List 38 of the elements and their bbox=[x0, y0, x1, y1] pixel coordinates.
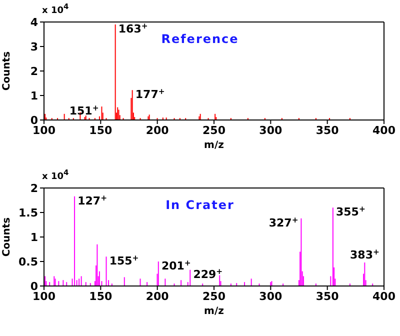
x-tick-label: 400 bbox=[372, 290, 396, 303]
y-axis-title: Counts bbox=[2, 217, 13, 257]
x-tick-label: 250 bbox=[202, 124, 226, 137]
annotation: 383$^{+}$ bbox=[350, 246, 380, 262]
x-tick-label: 200 bbox=[146, 124, 170, 137]
x-axis-title: m/z bbox=[204, 306, 224, 317]
y-tick-label: 1.5 bbox=[18, 206, 38, 220]
x-tick-label: 400 bbox=[372, 124, 396, 137]
y-tick-label: 1 bbox=[30, 230, 38, 244]
text: In Crater bbox=[166, 198, 234, 212]
annotation: 229$^{+}$ bbox=[193, 266, 223, 281]
x-axis-title: m/z bbox=[204, 140, 224, 151]
annotation: 151$^{+}$ bbox=[69, 103, 99, 118]
annotation: 163$^{+}$ bbox=[118, 20, 148, 36]
annotation: 127$^{+}$ bbox=[78, 192, 108, 208]
x-tick-label: 300 bbox=[259, 124, 282, 137]
annotation: 327$^{+}$ bbox=[268, 214, 298, 230]
y-tick-label: 4 bbox=[30, 16, 38, 29]
y-tick-label: 0.5 bbox=[18, 255, 38, 268]
x-tick-label: 200 bbox=[146, 290, 170, 303]
y-tick-label: 1 bbox=[30, 89, 38, 102]
y-axis-title: Counts bbox=[2, 51, 13, 91]
y-tick-label: 2 bbox=[30, 182, 38, 195]
x-tick-label: 150 bbox=[89, 290, 112, 303]
x-tick-label: 350 bbox=[316, 124, 340, 137]
text: Reference bbox=[161, 32, 239, 46]
x-tick-label: 250 bbox=[202, 290, 226, 303]
x-tick-label: 300 bbox=[259, 290, 282, 303]
y-tick-label: 3 bbox=[30, 40, 38, 54]
annotation: 201$^{+}$ bbox=[161, 258, 191, 272]
text: x 10$^{4}$ bbox=[42, 168, 69, 182]
x-tick-label: 350 bbox=[316, 290, 340, 303]
annotation: 155$^{+}$ bbox=[109, 253, 139, 268]
y-tick-label: 2 bbox=[30, 64, 38, 78]
text: x 10$^{4}$ bbox=[42, 2, 69, 16]
annotation: 355$^{+}$ bbox=[336, 204, 366, 219]
x-tick-label: 150 bbox=[89, 124, 112, 137]
annotation: 177$^{+}$ bbox=[135, 86, 165, 102]
